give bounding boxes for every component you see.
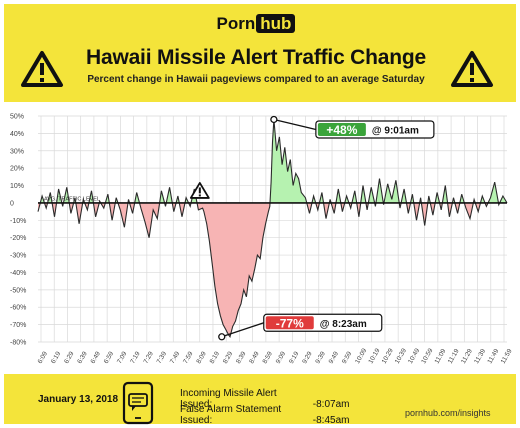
y-tick-label: -60% <box>10 305 26 312</box>
brand-logo: Porn hub <box>0 14 512 34</box>
chart-annotations: +48% @ 9:01am -77% @ 8:23am <box>218 115 435 341</box>
x-tick-label: 7:39 <box>156 350 169 365</box>
positive-area-fill <box>38 119 507 203</box>
event-label: Incoming Missile Alert Issued: <box>180 388 277 410</box>
x-tick-label: 6:59 <box>103 350 116 365</box>
y-tick-label: 0 <box>10 200 14 207</box>
annotation-value: -77% <box>276 316 304 330</box>
x-tick-label: 7:19 <box>129 350 142 365</box>
peak-annotation: +48% @ 9:01am <box>270 115 435 139</box>
avg-traffic-label: AVG. TRAFFIC LEVEL <box>44 196 100 202</box>
chart-subtitle: Percent change in Hawaii pageviews compa… <box>87 74 425 85</box>
x-tick-label: 8:39 <box>235 350 248 365</box>
x-tick-label: 10:09 <box>354 347 368 365</box>
y-tick-label: -70% <box>10 322 26 329</box>
x-tick-label: 11:49 <box>486 347 500 365</box>
chart-grid <box>38 115 507 343</box>
warning-triangle-icon <box>21 51 63 87</box>
x-tick-label: 9:29 <box>301 350 314 365</box>
chart-title: Hawaii Missile Alert Traffic Change <box>86 46 426 69</box>
y-tick-label: 50% <box>10 114 24 121</box>
footer-url: pornhub.com/insights <box>405 408 491 418</box>
x-tick-label: 11:19 <box>447 347 461 365</box>
x-tick-label: 7:29 <box>142 350 155 365</box>
y-tick-label: 20% <box>10 166 24 173</box>
x-tick-label: 8:29 <box>222 350 235 365</box>
annotation-time: @ 8:23am <box>320 319 367 330</box>
x-tick-label: 9:39 <box>314 350 327 365</box>
x-tick-label: 11:29 <box>460 347 474 365</box>
y-tick-label: -40% <box>10 270 26 277</box>
y-tick-label: 10% <box>10 183 24 190</box>
footer-date: January 13, 2018 <box>38 394 119 405</box>
chart-panel: 50% 40% 30% 20% 10% 0 -10% -20% -30% -40% -50% -60%… <box>4 102 516 374</box>
x-tick-label: 6:39 <box>76 350 89 365</box>
x-axis-ticks: 6:09 6:19 6:29 6:39 6:49 6:59 7:09 7:19 7:29 7:39… <box>37 347 514 365</box>
x-tick-label: 9:49 <box>328 350 341 365</box>
event-label: False Alarm Statement Issued: <box>180 404 282 426</box>
x-tick-label: 8:49 <box>248 350 261 365</box>
x-tick-label: 7:09 <box>116 350 129 365</box>
x-tick-label: 11:59 <box>500 347 514 365</box>
x-tick-label: 7:59 <box>182 350 195 365</box>
x-tick-label: 9:09 <box>275 350 288 365</box>
x-tick-label: 6:49 <box>90 350 103 365</box>
alert-warning-icon <box>189 182 210 199</box>
x-tick-label: 8:09 <box>195 350 208 365</box>
x-tick-label: 10:49 <box>407 347 421 365</box>
traffic-series-line <box>37 119 508 339</box>
logo-text-part1: Porn <box>216 14 256 33</box>
event-false-alarm: False Alarm Statement Issued: -8:45am <box>180 404 349 426</box>
y-axis-ticks: 50% 40% 30% 20% 10% 0 -10% -20% -30% -40% -50% -60%… <box>10 114 26 347</box>
x-tick-label: 8:19 <box>209 350 222 365</box>
annotation-time: @ 9:01am <box>372 125 419 136</box>
event-time: -8:45am <box>312 415 350 426</box>
warning-triangle-icon <box>451 51 493 87</box>
x-tick-label: 8:59 <box>262 350 275 365</box>
y-tick-label: 30% <box>10 148 24 155</box>
annotation-value: +48% <box>326 123 357 137</box>
trough-annotation: -77% @ 8:23am <box>218 313 383 341</box>
x-tick-label: 10:59 <box>420 347 434 365</box>
x-tick-label: 7:49 <box>169 350 182 365</box>
x-tick-label: 10:39 <box>394 347 408 365</box>
y-tick-label: -20% <box>10 235 26 242</box>
x-tick-label: 9:19 <box>288 350 301 365</box>
traffic-change-chart: 50% 40% 30% 20% 10% 0 -10% -20% -30% -40% -50% -60%… <box>10 114 514 366</box>
x-tick-label: 6:29 <box>63 350 76 365</box>
x-tick-label: 11:39 <box>473 347 487 365</box>
x-tick-label: 11:09 <box>434 347 448 365</box>
y-tick-label: -30% <box>10 253 26 260</box>
phone-message-icon <box>122 381 154 425</box>
event-missile-alert: Incoming Missile Alert Issued: -8:07am <box>180 388 349 410</box>
y-tick-label: -50% <box>10 287 26 294</box>
x-tick-label: 10:19 <box>367 347 381 365</box>
event-time: -8:07am <box>312 399 350 410</box>
x-tick-label: 6:09 <box>37 350 50 365</box>
y-tick-label: -80% <box>10 340 26 347</box>
y-tick-label: -10% <box>10 218 26 225</box>
x-tick-label: 9:59 <box>341 350 354 365</box>
y-tick-label: 40% <box>10 131 24 138</box>
logo-text-part2: hub <box>256 14 296 33</box>
x-tick-label: 6:19 <box>50 350 63 365</box>
x-tick-label: 10:29 <box>381 347 395 365</box>
area-fills <box>38 119 507 337</box>
